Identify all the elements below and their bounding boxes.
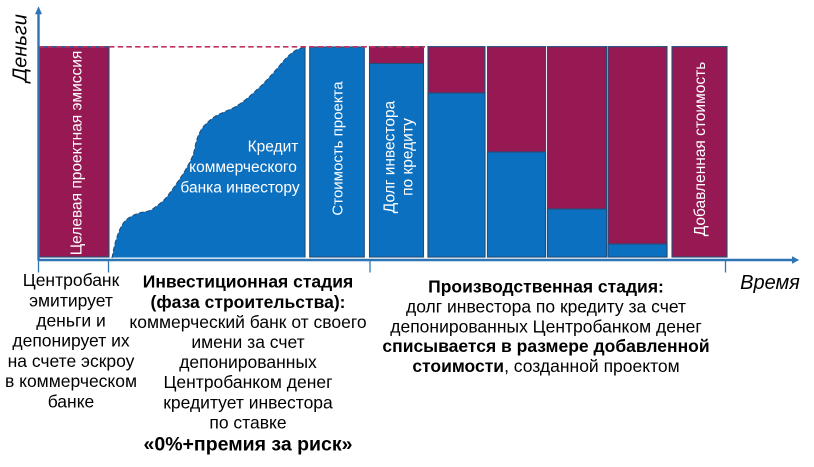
svg-text:эмитирует: эмитирует xyxy=(29,290,113,310)
svg-text:Деньги: Деньги xyxy=(10,14,32,84)
svg-text:кредитует инвестора: кредитует инвестора xyxy=(163,392,333,412)
svg-text:(фаза строительства):: (фаза строительства): xyxy=(151,292,346,312)
svg-text:деньги и: деньги и xyxy=(36,311,106,331)
svg-text:Центробанк: Центробанк xyxy=(23,270,120,290)
svg-text:коммерческого: коммерческого xyxy=(189,159,297,176)
svg-text:депонирует их: депонирует их xyxy=(12,331,129,351)
svg-text:в коммерческом: в коммерческом xyxy=(5,371,137,391)
svg-text:долг инвестора по кредиту за с: долг инвестора по кредиту за счет xyxy=(406,297,686,317)
svg-text:Стоимость проекта: Стоимость проекта xyxy=(329,81,346,216)
svg-text:по кредиту: по кредиту xyxy=(399,118,416,196)
svg-text:списывается в размере добавлен: списывается в размере добавленной xyxy=(382,336,709,356)
svg-text:депонированных Центробанком де: депонированных Центробанком денег xyxy=(390,316,701,336)
svg-text:банка инвестору: банка инвестору xyxy=(180,180,299,197)
svg-text:Добавленная стоимость: Добавленная стоимость xyxy=(692,62,709,237)
svg-text:коммерческий банк от своего: коммерческий банк от своего xyxy=(129,312,366,332)
svg-text:банке: банке xyxy=(48,391,95,411)
svg-text:Целевая проектная эмиссия: Целевая проектная эмиссия xyxy=(68,51,85,256)
svg-text:имени за счет: имени за счет xyxy=(191,332,304,352)
svg-text:Долг инвестора: Долг инвестора xyxy=(381,100,398,213)
svg-text:Центробанком денег: Центробанком денег xyxy=(163,372,332,392)
svg-text:Время: Время xyxy=(740,272,800,294)
svg-text:«0%+премия за риск»: «0%+премия за риск» xyxy=(144,433,353,455)
svg-text:Инвестиционная стадия: Инвестиционная стадия xyxy=(143,272,354,292)
svg-text:Производственная стадия:: Производственная стадия: xyxy=(428,277,664,297)
svg-text:депонированных: депонированных xyxy=(179,352,317,372)
svg-text:по ставке: по ставке xyxy=(209,412,286,432)
svg-text:Кредит: Кредит xyxy=(248,139,299,156)
svg-text:стоимости, созданной проектом: стоимости, созданной проектом xyxy=(412,356,679,376)
svg-text:на счете эскроу: на счете эскроу xyxy=(8,351,135,371)
